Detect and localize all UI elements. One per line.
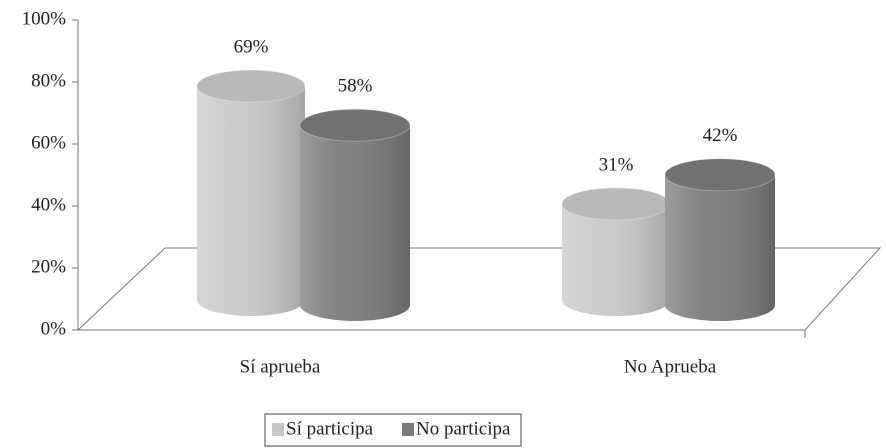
cylinder-shade [300, 125, 410, 321]
legend-box [264, 413, 522, 447]
cylinder-shade [665, 174, 775, 321]
y-tick-label: 0% [41, 318, 67, 339]
legend-swatch [402, 423, 414, 436]
cylinder [299, 108, 411, 321]
y-tick-label: 20% [31, 256, 66, 277]
cylinder-top-shade [197, 70, 305, 103]
cylinder-shade [562, 203, 670, 316]
y-tick-label: 60% [31, 132, 66, 153]
x-tick-label: No Aprueba [624, 356, 717, 377]
value-label: 69% [234, 36, 269, 57]
legend-swatch [272, 423, 284, 436]
cylinder-top [664, 158, 776, 192]
value-label: 31% [599, 154, 634, 175]
y-tick-label: 40% [31, 194, 66, 215]
floor [76, 247, 882, 331]
x-tick-label: Sí aprueba [240, 356, 321, 377]
cylinder-shade [197, 86, 305, 316]
value-label: 42% [703, 125, 738, 146]
cylinder [196, 69, 306, 316]
cylinder-top-shade [300, 109, 410, 142]
y-tick-label: 80% [31, 70, 66, 91]
value-label: 58% [338, 76, 373, 97]
legend-label: Sí participa [286, 418, 374, 439]
cylinder-top [299, 108, 411, 142]
cylinder [664, 158, 776, 321]
cylinder-top [196, 69, 306, 103]
legend-label: No participa [416, 418, 511, 439]
cylinder [561, 187, 671, 316]
cylinder-top-shade [562, 187, 670, 220]
y-tick-label: 100% [22, 8, 67, 29]
cylinder-top-shade [665, 158, 775, 191]
